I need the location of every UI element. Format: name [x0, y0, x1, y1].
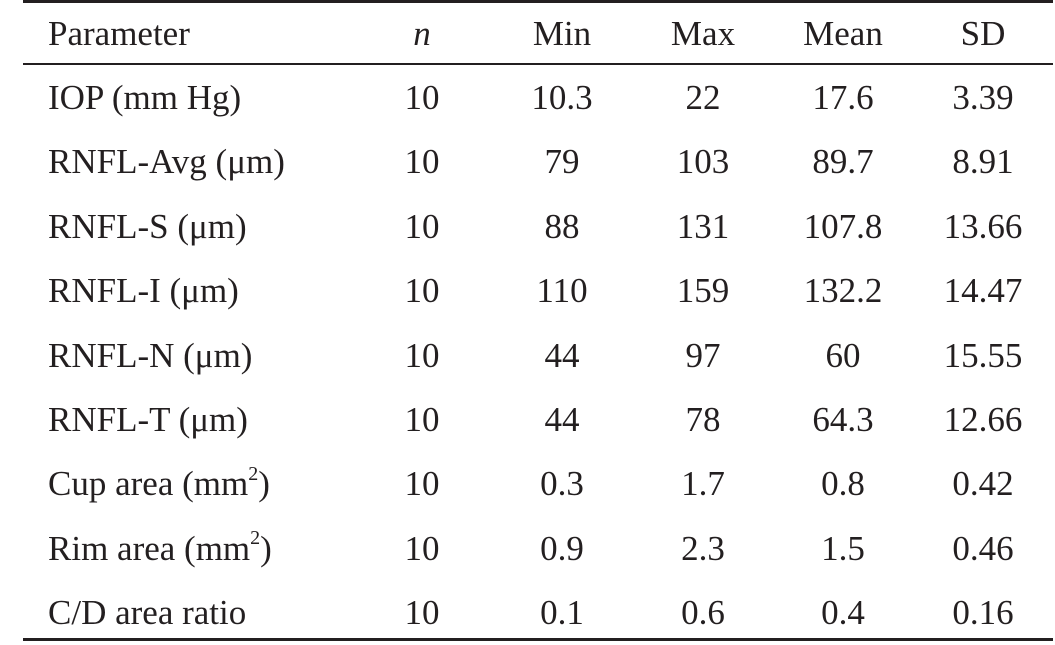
cell-sd: 3.39	[952, 78, 1014, 117]
parameter-label: RNFL-N (μm)	[48, 335, 253, 375]
table-row: RNFL-T (μm) 10 44 78 64.3 12.66	[0, 388, 1055, 452]
cell-sd: 15.55	[943, 335, 1023, 375]
table-row: C/D area ratio 10 0.1 0.6 0.4 0.16	[0, 581, 1055, 645]
cell-parameter: RNFL-N (μm)	[48, 324, 252, 388]
table-row: IOP (mm Hg) 10 10.3 22 17.6 3.39	[0, 66, 1055, 130]
cell-parameter: RNFL-T (μm)	[48, 388, 248, 452]
cell-max: 97	[685, 335, 721, 375]
cell-mean: 0.4	[821, 593, 865, 633]
cell-mean: 64.3	[812, 400, 874, 439]
header-sd: SD	[960, 14, 1006, 53]
cell-mean: 107.8	[803, 206, 883, 246]
cell-mean: 60	[825, 335, 861, 375]
cell-min: 110	[536, 271, 588, 311]
cell-min: 44	[544, 400, 580, 439]
header-n: n	[413, 14, 431, 53]
cell-n: 10	[404, 593, 440, 633]
cell-max: 22	[685, 78, 721, 117]
cell-n: 10	[404, 78, 440, 117]
cell-max: 1.7	[681, 464, 725, 504]
header-mean: Mean	[803, 14, 883, 53]
cell-sd: 13.66	[943, 206, 1023, 246]
cell-min: 0.3	[540, 464, 584, 504]
header-max: Max	[670, 14, 736, 53]
unit-exponent: 2	[250, 527, 261, 550]
cell-n: 10	[404, 464, 440, 504]
cell-sd: 0.42	[952, 464, 1014, 504]
header-min: Min	[532, 14, 592, 53]
cell-sd: 14.47	[943, 271, 1023, 311]
parameter-label: Cup area (mm	[48, 464, 249, 504]
cell-sd: 8.91	[952, 142, 1014, 182]
cell-mean: 1.5	[821, 528, 865, 568]
cell-max: 103	[676, 142, 730, 182]
cell-max: 0.6	[681, 593, 725, 633]
unit-closing-paren: )	[258, 464, 270, 504]
cell-parameter: RNFL-Avg (μm)	[48, 130, 285, 194]
parameter-label: C/D area ratio	[48, 593, 247, 633]
cell-n: 10	[404, 271, 440, 311]
table-top-rule	[23, 0, 1053, 3]
cell-mean: 132.2	[803, 271, 883, 311]
cell-mean: 0.8	[821, 464, 865, 504]
parameter-label: RNFL-S (μm)	[48, 206, 247, 246]
cell-max: 131	[676, 206, 730, 246]
table-row: Rim area (mm2) 10 0.9 2.3 1.5 0.46	[0, 517, 1055, 581]
parameter-label: RNFL-T (μm)	[48, 400, 248, 439]
cell-sd: 12.66	[943, 400, 1023, 439]
unit-exponent: 2	[248, 462, 259, 485]
cell-min: 79	[544, 142, 580, 182]
cell-parameter: IOP (mm Hg)	[48, 66, 241, 130]
table-header-row: Parameter n Min Max Mean SD	[0, 2, 1055, 66]
cell-mean: 17.6	[812, 78, 874, 117]
parameter-label: RNFL-I (μm)	[48, 271, 239, 311]
cell-mean: 89.7	[812, 142, 874, 182]
table-row: RNFL-I (μm) 10 110 159 132.2 14.47	[0, 259, 1055, 323]
cell-n: 10	[404, 528, 440, 568]
cell-sd: 0.16	[952, 593, 1014, 633]
cell-min: 10.3	[531, 78, 593, 117]
cell-max: 78	[685, 400, 721, 439]
cell-min: 0.9	[540, 528, 584, 568]
unit-closing-paren: )	[260, 528, 272, 568]
parameter-label: Rim area (mm	[48, 528, 251, 568]
table-row: RNFL-S (μm) 10 88 131 107.8 13.66	[0, 195, 1055, 259]
cell-min: 0.1	[540, 593, 584, 633]
cell-max: 159	[676, 271, 730, 311]
cell-n: 10	[404, 206, 440, 246]
table-row: RNFL-N (μm) 10 44 97 60 15.55	[0, 324, 1055, 388]
cell-max: 2.3	[681, 528, 725, 568]
parameter-label: RNFL-Avg (μm)	[48, 142, 285, 182]
cell-parameter: Cup area (mm2)	[48, 452, 270, 516]
cell-parameter: Rim area (mm2)	[48, 517, 272, 581]
cell-min: 88	[544, 206, 580, 246]
cell-n: 10	[404, 142, 440, 182]
header-parameter: Parameter	[48, 14, 190, 53]
table-row: Cup area (mm2) 10 0.3 1.7 0.8 0.42	[0, 452, 1055, 516]
cell-parameter: RNFL-I (μm)	[48, 259, 239, 323]
parameter-label: IOP (mm Hg)	[48, 78, 242, 117]
cell-parameter: C/D area ratio	[48, 581, 246, 645]
cell-n: 10	[404, 400, 440, 439]
table-header-rule	[23, 63, 1053, 65]
cell-min: 44	[544, 335, 580, 375]
cell-parameter: RNFL-S (μm)	[48, 195, 247, 259]
cell-sd: 0.46	[952, 528, 1014, 568]
table-row: RNFL-Avg (μm) 10 79 103 89.7 8.91	[0, 130, 1055, 194]
table-bottom-rule	[23, 638, 1053, 641]
cell-n: 10	[404, 335, 440, 375]
